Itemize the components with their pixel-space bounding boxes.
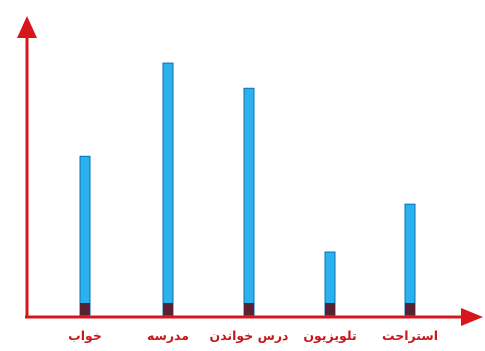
category-label-5: استراحت (382, 328, 438, 343)
category-labels: خواب مدرسه درس خواندن تلویزیون استراحت (68, 328, 438, 343)
y-axis-arrowhead (17, 16, 37, 38)
bar-base-2 (163, 303, 173, 315)
bar-1 (79, 155, 91, 316)
bar-base-3 (244, 303, 254, 315)
category-label-4: تلویزیون (303, 328, 356, 343)
bar-3 (243, 87, 255, 316)
category-label-2: مدرسه (147, 328, 189, 343)
bar-2 (162, 62, 174, 316)
x-axis-arrowhead (461, 308, 483, 326)
bar-base-4 (325, 303, 335, 315)
bar-base-5 (405, 303, 415, 315)
bar-base-1 (80, 303, 90, 315)
category-label-1: خواب (68, 328, 102, 343)
bar-5 (404, 203, 416, 316)
bars (79, 62, 416, 316)
category-label-3: درس خواندن (210, 328, 289, 343)
axes (17, 16, 483, 326)
